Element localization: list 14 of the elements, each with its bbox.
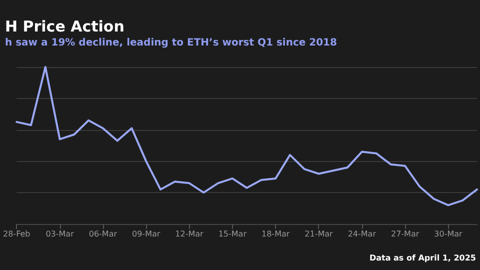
chart-subtitle: h saw a 19% decline, leading to ETH’s worst Q1 since 2018 <box>5 38 338 48</box>
x-tick-label: 27-Mar <box>390 230 420 238</box>
x-tick-label: 30-Mar <box>434 230 464 238</box>
x-tick-label: 03-Mar <box>46 230 75 238</box>
x-tick-label: 15-Mar <box>218 230 248 238</box>
x-tick-label: 12-Mar <box>175 230 204 238</box>
x-tick-label: 24-Mar <box>348 230 377 238</box>
x-tick-label: 06-Mar <box>88 230 118 238</box>
x-tick-label: 18-Mar <box>261 230 290 238</box>
x-tick-label: 21-Mar <box>304 230 334 238</box>
x-tick-label: 28-Feb <box>3 230 30 238</box>
chart-title: H Price Action <box>5 18 124 36</box>
text: Data as of April 1, 2025 <box>369 254 476 262</box>
x-tick-label: 09-Mar <box>132 230 161 238</box>
